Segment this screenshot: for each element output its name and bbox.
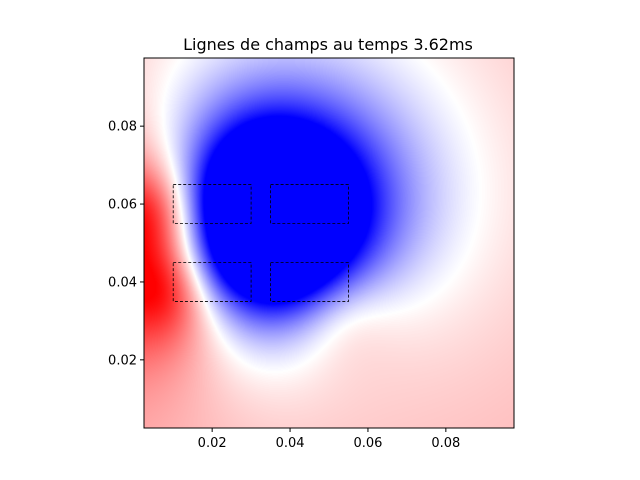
y-tick-label: 0.02	[108, 353, 137, 368]
conductor-rect-4	[270, 262, 349, 302]
x-tick-label: 0.06	[353, 436, 382, 451]
y-axis: 0.02 0.04 0.06 0.08	[108, 120, 144, 368]
conductor-rect-1	[172, 184, 252, 224]
heatmap-field	[144, 58, 514, 428]
x-tick-label: 0.08	[431, 436, 460, 451]
plot-area	[143, 57, 515, 429]
y-tick-label: 0.08	[108, 120, 137, 135]
x-tick-label: 0.02	[198, 436, 227, 451]
x-tick-label: 0.04	[276, 436, 305, 451]
conductor-layer	[172, 184, 349, 302]
y-tick-label: 0.04	[108, 275, 137, 290]
conductor-rect-3	[172, 262, 252, 302]
y-tick-label: 0.06	[108, 198, 137, 213]
x-axis: 0.02 0.04 0.06 0.08	[198, 428, 460, 451]
axes-frame	[143, 57, 515, 429]
conductor-rect-2	[270, 184, 349, 224]
chart-title: Lignes de champs au temps 3.62ms	[183, 35, 473, 54]
